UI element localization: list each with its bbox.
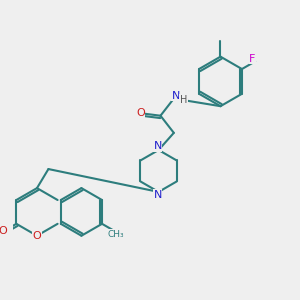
Text: N: N: [153, 190, 162, 200]
Text: N: N: [172, 91, 180, 101]
Text: H: H: [180, 94, 187, 104]
Text: CH₃: CH₃: [108, 230, 124, 239]
Text: N: N: [153, 141, 162, 151]
Text: F: F: [249, 54, 256, 64]
Text: O: O: [0, 226, 8, 236]
Text: O: O: [33, 231, 41, 241]
Text: O: O: [136, 108, 145, 118]
